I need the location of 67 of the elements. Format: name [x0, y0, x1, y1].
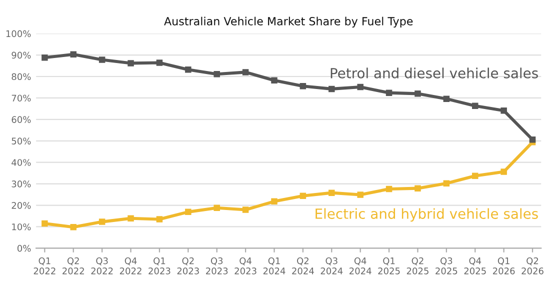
y-tick-label: 70%	[12, 94, 31, 102]
x-tick-label: Q3 2023	[206, 257, 228, 274]
point	[70, 224, 77, 230]
point	[271, 77, 278, 84]
x-tick-label: Q4 2023	[234, 257, 256, 274]
series-label: Petrol and diesel vehicle sales	[330, 68, 538, 78]
x-tick-label: Q4 2024	[350, 257, 372, 274]
point	[414, 185, 421, 192]
point	[156, 60, 163, 66]
x-tick-label: Q1 2026	[492, 257, 515, 274]
point	[357, 192, 364, 198]
point	[328, 190, 335, 196]
x-tick-label: Q3 2024	[320, 257, 343, 274]
x-tick-label: Q2 2023	[177, 257, 199, 274]
y-tick-label: 0%	[17, 244, 31, 252]
point	[98, 56, 106, 63]
x-tick-label: Q2 2024	[292, 257, 314, 274]
point	[529, 136, 536, 143]
y-tick-label: 80%	[12, 73, 31, 80]
x-tick-label: Q4 2022	[120, 257, 142, 274]
y-tick-label: 30%	[12, 180, 31, 188]
point	[271, 198, 278, 205]
point	[98, 218, 106, 225]
point	[242, 69, 249, 76]
point	[328, 86, 335, 92]
x-tick-label: Q2 2025	[406, 257, 428, 274]
point	[443, 96, 450, 102]
y-tick-label: 20%	[12, 202, 31, 209]
point	[357, 84, 364, 90]
point	[300, 192, 306, 199]
y-tick-label: 100%	[6, 30, 31, 38]
x-tick-label: Q1 2023	[148, 257, 170, 274]
x-tick-label: Q2 2026	[522, 257, 544, 274]
x-tick-label: Q4 2025	[464, 257, 486, 274]
point	[443, 180, 450, 187]
x-tick-label: Q3 2025	[436, 257, 458, 274]
point	[386, 186, 392, 192]
point	[156, 216, 163, 222]
point	[300, 83, 306, 90]
point	[185, 66, 192, 73]
point	[500, 168, 507, 175]
x-tick-label: Q1 2024	[263, 257, 286, 274]
point	[42, 220, 48, 227]
point	[214, 71, 220, 78]
y-tick-label: 50%	[12, 138, 31, 144]
point	[128, 215, 134, 222]
point	[242, 206, 249, 213]
point	[472, 102, 478, 110]
point	[42, 54, 48, 61]
y-tick-label: 40%	[12, 159, 31, 166]
point	[414, 90, 421, 97]
y-tick-label: 10%	[12, 223, 31, 230]
x-tick-label: Q1 2025	[378, 257, 400, 274]
point	[214, 204, 220, 211]
chart-title: Australian Vehicle Market Share by Fuel Type	[164, 16, 413, 28]
point	[500, 108, 507, 114]
point	[386, 90, 392, 96]
point	[185, 208, 192, 216]
series-label: Electric and hybrid vehicle sales	[316, 208, 538, 222]
x-tick-label: Q2 2022	[62, 257, 84, 274]
point	[70, 51, 77, 58]
x-tick-label: Q1 2022	[34, 257, 56, 274]
y-tick-label: 60%	[12, 116, 31, 123]
y-tick-label: 90%	[12, 52, 31, 59]
point	[472, 172, 478, 179]
point	[128, 60, 134, 66]
x-tick-label: Q3 2022	[91, 257, 113, 274]
